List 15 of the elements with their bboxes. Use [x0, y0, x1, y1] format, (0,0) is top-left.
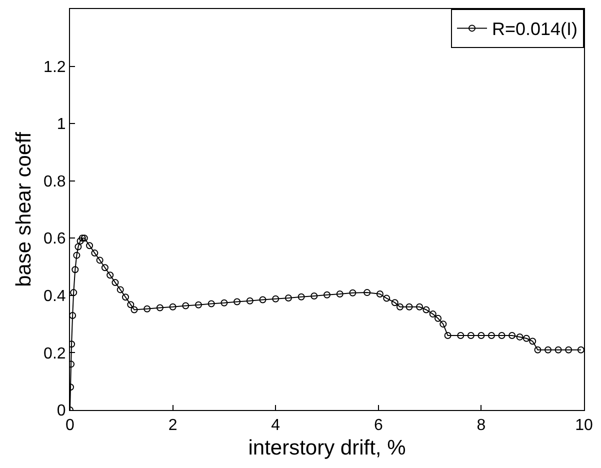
x-tick-label: 4 — [271, 417, 280, 434]
x-tick-label: 8 — [476, 417, 486, 434]
x-axis-title: interstory drift, % — [248, 436, 406, 460]
y-tick-label: 0 — [56, 402, 66, 420]
y-tick-label: 1 — [56, 116, 66, 134]
x-tick-label: 2 — [168, 417, 178, 434]
y-tick-label: 0.6 — [44, 230, 66, 248]
y-tick-label: 1.2 — [44, 58, 66, 76]
x-tick-label: 10 — [575, 417, 593, 434]
y-tick-label: 0.2 — [44, 345, 66, 362]
y-tick-label: 0.4 — [44, 288, 66, 306]
x-tick-label: 6 — [374, 417, 383, 434]
y-tick-label: 0.8 — [44, 173, 66, 190]
y-axis-title: base shear coeff — [12, 132, 36, 287]
legend-label: R=0.014(I) — [492, 19, 578, 40]
